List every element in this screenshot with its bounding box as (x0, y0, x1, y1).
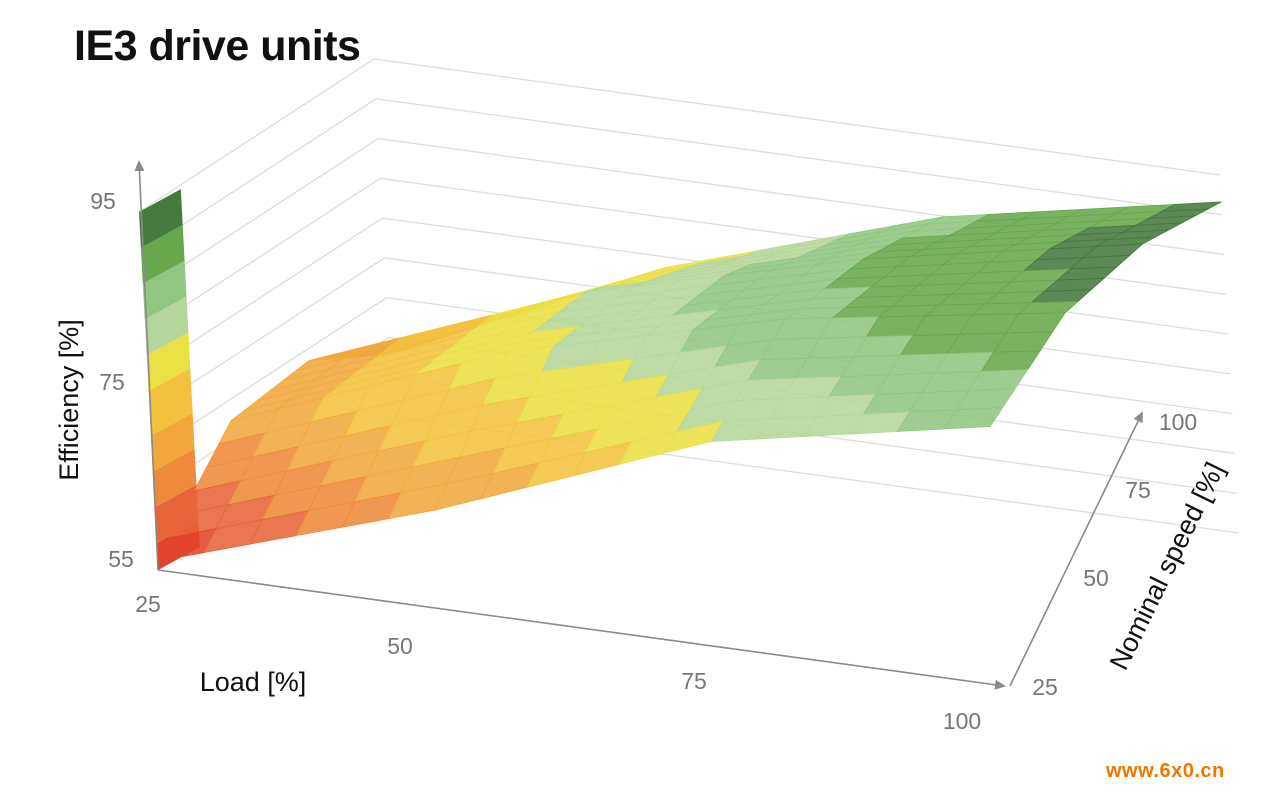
colorbar-band (148, 368, 193, 436)
colorbar-band (154, 484, 199, 544)
colorbar-band (139, 189, 183, 248)
y-tick-75: 75 (1125, 477, 1151, 503)
x-tick-25: 25 (135, 591, 161, 617)
watermark-text: www.6x0.cn (1106, 760, 1225, 782)
efficiency-surface (156, 201, 1222, 562)
gridline (138, 58, 375, 213)
y-axis-line (1009, 411, 1143, 687)
gridline (376, 98, 1223, 216)
colorbar-band (152, 448, 197, 508)
y-axis-label: Nominal speed [%] (1104, 458, 1230, 675)
y-tick-25: 25 (1032, 674, 1058, 700)
colorbar-band (142, 260, 187, 320)
gridline (373, 58, 1221, 176)
z-tick-75: 75 (99, 369, 125, 395)
y-tick-50: 50 (1083, 565, 1109, 591)
z-axis-line (134, 160, 159, 571)
colorbar-band (146, 332, 191, 391)
colorbar-band (150, 412, 195, 472)
colorbar-band (144, 296, 189, 356)
z-axis-label: Efficiency [%] (54, 319, 84, 481)
z-tick-55: 55 (108, 546, 134, 572)
x-tick-50: 50 (387, 633, 413, 659)
surface-patch (942, 407, 1004, 430)
chart-title: IE3 drive units (74, 22, 361, 70)
colorbar-band (140, 224, 185, 284)
x-tick-100: 100 (943, 708, 981, 734)
x-axis-label: Load [%] (200, 667, 307, 697)
x-tick-75: 75 (681, 668, 707, 694)
y-tick-100: 100 (1159, 409, 1197, 435)
z-tick-95: 95 (90, 188, 116, 214)
x-axis-line (157, 569, 1006, 690)
